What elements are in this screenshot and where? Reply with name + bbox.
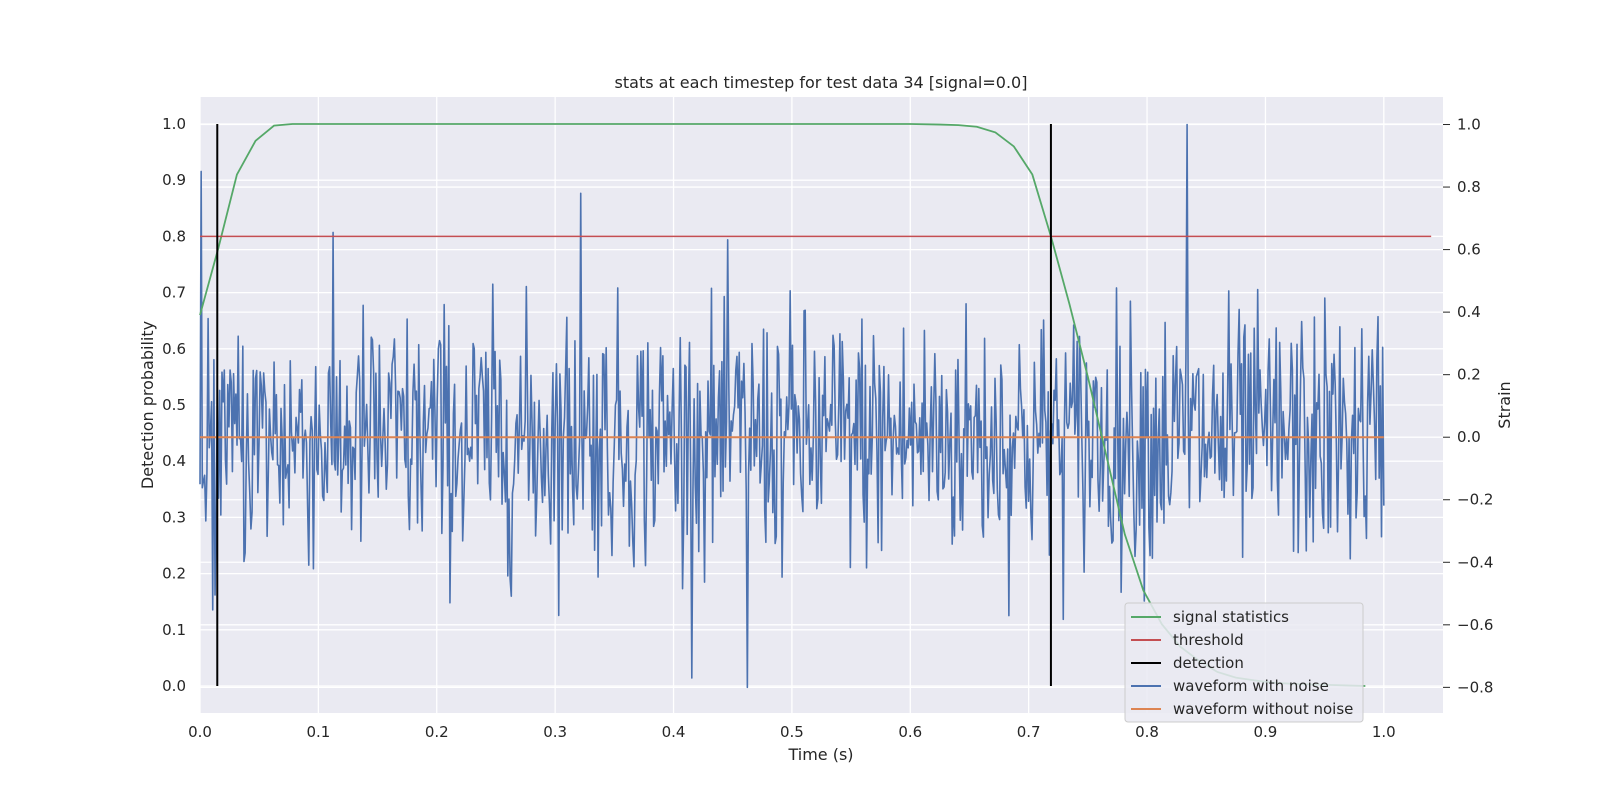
legend-box <box>1124 602 1364 723</box>
y2-tick-label: −0.2 <box>1457 491 1493 509</box>
y2-tick-label: 0.4 <box>1457 303 1481 321</box>
x-tick-label: 0.3 <box>543 723 567 741</box>
legend-label-signal-statistics: signal statistics <box>1173 608 1289 626</box>
x-tick-label: 0.5 <box>780 723 804 741</box>
series-line-waveform-with-noise <box>199 123 1385 689</box>
y-tick-label: 0.4 <box>162 452 186 470</box>
y-axis-title: Detection probability <box>138 321 157 489</box>
x-tick-label: 0.4 <box>662 723 686 741</box>
x-tick-label: 1.0 <box>1372 723 1396 741</box>
y2-tick-label: 0.6 <box>1457 241 1481 259</box>
y2-tick-label: 0.0 <box>1457 428 1481 446</box>
x-tick-label: 0.1 <box>306 723 330 741</box>
y-tick-label: 0.7 <box>162 284 186 302</box>
chart-title: stats at each timestep for test data 34 … <box>615 73 1028 92</box>
y2-axis-title: Strain <box>1495 381 1514 428</box>
legend-label-waveform-without-noise: waveform without noise <box>1173 700 1353 718</box>
y2-tick-label: −0.8 <box>1457 678 1493 696</box>
x-tick-label: 0.6 <box>898 723 922 741</box>
y-tick-label: 0.8 <box>162 227 186 245</box>
y-tick-label: 0.0 <box>162 677 186 695</box>
legend: signal statistics threshold detection wa… <box>1124 602 1364 723</box>
x-axis: 0.0 0.1 0.2 0.3 0.4 0.5 0.6 0.7 0.8 0.9 1.0 <box>188 723 1396 741</box>
y-tick-label: 0.3 <box>162 508 186 526</box>
y-tick-label: 0.1 <box>162 621 186 639</box>
x-tick-label: 0.8 <box>1135 723 1159 741</box>
y2-tick-label: 0.2 <box>1457 366 1481 384</box>
y-tick-label: 0.2 <box>162 565 186 583</box>
y-tick-label: 0.6 <box>162 340 186 358</box>
x-tick-label: 0.2 <box>425 723 449 741</box>
legend-label-waveform-with-noise: waveform with noise <box>1173 677 1329 695</box>
y-axis-right: −0.8 −0.6 −0.4 −0.2 0.0 0.2 0.4 0.6 0.8 1.0 <box>1443 116 1493 696</box>
legend-label-threshold: threshold <box>1173 631 1244 649</box>
y-tick-label: 0.9 <box>162 171 186 189</box>
x-axis-title: Time (s) <box>787 745 853 764</box>
y2-tick-label: −0.6 <box>1457 616 1493 634</box>
x-tick-label: 0.9 <box>1253 723 1277 741</box>
legend-label-detection: detection <box>1173 654 1244 672</box>
y-tick-label: 1.0 <box>162 115 186 133</box>
x-tick-label: 0.7 <box>1017 723 1041 741</box>
x-tick-label: 0.0 <box>188 723 212 741</box>
y2-tick-label: 1.0 <box>1457 116 1481 134</box>
y-axis-left: 0.0 0.1 0.2 0.3 0.4 0.5 0.6 0.7 0.8 0.9 1.0 <box>162 115 186 695</box>
y2-tick-label: −0.4 <box>1457 553 1493 571</box>
y2-tick-label: 0.8 <box>1457 178 1481 196</box>
y-tick-label: 0.5 <box>162 396 186 414</box>
